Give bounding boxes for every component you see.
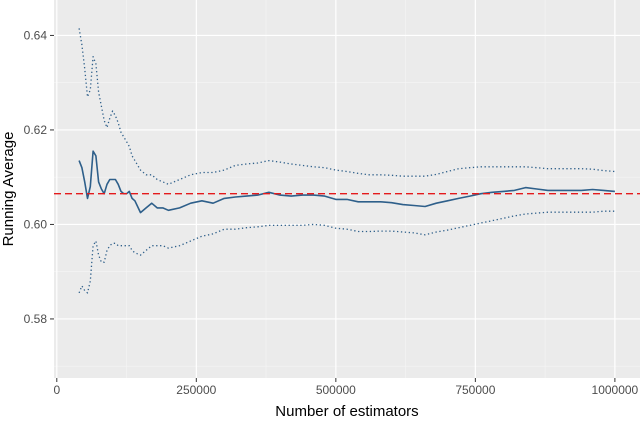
panel-background — [54, 0, 640, 378]
minor-gridlines — [54, 0, 640, 378]
y-axis-title: Running Average — [0, 132, 17, 247]
y-tick-label: 0.62 — [24, 123, 48, 137]
y-axis-ticks: 0.58 0.60 0.62 0.64 — [24, 28, 54, 326]
x-tick-label: 1000000 — [592, 383, 639, 397]
x-axis-ticks: 0 250000 500000 750000 1000000 — [53, 378, 639, 397]
x-tick-label: 750000 — [455, 383, 495, 397]
x-tick-label: 0 — [53, 383, 60, 397]
lower-bound-line — [78, 210, 615, 294]
major-gridlines — [54, 0, 640, 378]
y-tick-label: 0.64 — [24, 28, 48, 42]
y-tick-label: 0.58 — [24, 312, 48, 326]
x-tick-label: 250000 — [176, 383, 216, 397]
x-tick-label: 500000 — [316, 383, 356, 397]
x-axis-title: Number of estimators — [275, 403, 418, 419]
running-average-line — [78, 150, 615, 214]
series-layer — [78, 28, 615, 294]
y-tick-label: 0.60 — [24, 217, 48, 231]
